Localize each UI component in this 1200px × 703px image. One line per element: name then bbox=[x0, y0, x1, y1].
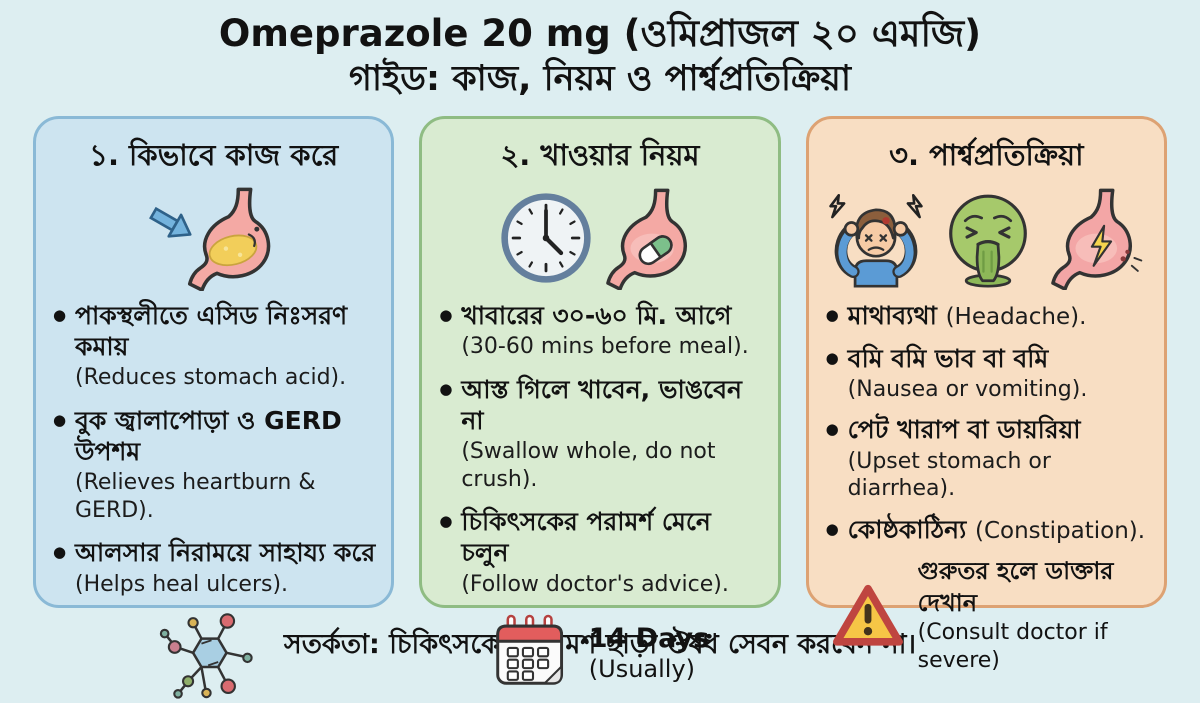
severe-warning: গুরুতর হলে ডাক্তার দেখান (Consult doctor… bbox=[824, 556, 1149, 676]
list-item: খাবারের ৩০-৬০ মি. আগে (30-60 mins before… bbox=[437, 300, 762, 361]
list-item: পেট খারাপ বা ডায়রিয়া (Upset stomach or… bbox=[824, 414, 1149, 502]
bullet-text-en: (Follow doctor's advice). bbox=[461, 571, 729, 597]
bullet-text-bn: পেট খারাপ বা ডায়রিয়া bbox=[847, 415, 1081, 445]
page-header: Omeprazole 20 mg (ওমিপ্রাজল ২০ এমজি) গাই… bbox=[0, 0, 1200, 102]
list-item: আলসার নিরাময়ে সাহায্য করে (Helps heal u… bbox=[51, 537, 376, 598]
bullet-text-bn: আস্ত গিলে খাবেন, ভাঙবেন না bbox=[461, 374, 742, 435]
dosage-rules-list: খাবারের ৩০-৬০ মি. আগে (30-60 mins before… bbox=[437, 300, 762, 598]
calendar-icon bbox=[491, 611, 575, 695]
list-item: চিকিৎসকের পরামর্শ মেনে চলুন (Follow doct… bbox=[437, 506, 762, 598]
panel-how-it-works-icons bbox=[51, 184, 376, 292]
bullet-text-bn: খাবারের ৩০-৬০ মি. আগে bbox=[461, 300, 732, 330]
stomach-pain-icon bbox=[1050, 186, 1146, 290]
bullet-text-bn: চিকিৎসকের পরামর্শ মেনে চলুন bbox=[461, 507, 711, 568]
bullet-text-en: (30-60 mins before meal). bbox=[461, 334, 749, 360]
headache-person-icon bbox=[826, 188, 926, 288]
duration-value: 14 Days bbox=[588, 622, 710, 654]
how-it-works-list: পাকস্থলীতে এসিড নিঃসরণ কমায় (Reduces st… bbox=[51, 300, 376, 598]
list-item: মাথাব্যথা (Headache). bbox=[824, 300, 1149, 332]
bullet-text-en: (Headache). bbox=[945, 303, 1087, 330]
side-effects-list: মাথাব্যথা (Headache). বমি বমি ভাব বা বমি… bbox=[824, 300, 1149, 546]
bullet-text-en: (Constipation). bbox=[974, 517, 1146, 544]
bullet-text-bn: কোষ্ঠকাঠিন্য bbox=[847, 514, 967, 544]
list-item: আস্ত গিলে খাবেন, ভাঙবেন না (Swallow whol… bbox=[437, 374, 762, 494]
bullet-text-en: (Helps heal ulcers). bbox=[75, 571, 289, 597]
molecule-icon bbox=[51, 611, 376, 703]
panel-dosage-rules-title: ২. খাওয়ার নিয়ম bbox=[500, 137, 700, 172]
bullet-text-en: (Upset stomach or diarrhea). bbox=[847, 448, 1051, 502]
warning-text-en: (Consult doctor if severe) bbox=[917, 619, 1108, 674]
bullet-text-en: (Swallow whole, do not crush). bbox=[461, 439, 716, 492]
bullet-text-bn: আলসার নিরাময়ে সাহায্য করে bbox=[75, 538, 376, 568]
panel-side-effects-icons bbox=[824, 184, 1149, 292]
bullet-text-bn: মাথাব্যথা bbox=[847, 300, 937, 330]
list-item: পাকস্থলীতে এসিড নিঃসরণ কমায় (Reduces st… bbox=[51, 300, 376, 392]
warning-text-bn: গুরুতর হলে ডাক্তার দেখান bbox=[917, 557, 1114, 617]
warning-triangle-icon bbox=[830, 581, 906, 651]
arrow-into-stomach-acid-icon bbox=[135, 185, 293, 291]
duration-note: (Usually) bbox=[588, 654, 696, 683]
bullet-text-en: (Nausea or vomiting). bbox=[847, 376, 1088, 402]
bullet-text-en: (Reduces stomach acid). bbox=[75, 365, 347, 391]
panel-container: ১. কিভাবে কাজ করে bbox=[33, 115, 1167, 699]
panel-side-effects: ৩. পার্শ্বপ্রতিক্রিয়া bbox=[805, 115, 1167, 673]
page-title: Omeprazole 20 mg (ওমিপ্রাজল ২০ এমজি) bbox=[218, 12, 982, 55]
clock-icon bbox=[499, 191, 593, 285]
bullet-text-bn: বমি বমি ভাব বা বমি bbox=[847, 343, 1049, 373]
nausea-vomit-face-icon bbox=[938, 188, 1038, 288]
list-item: বমি বমি ভাব বা বমি (Nausea or vomiting). bbox=[824, 343, 1149, 404]
bullet-text-bn: পাকস্থলীতে এসিড নিঃসরণ কমায় bbox=[75, 300, 348, 362]
panel-how-it-works: ১. কিভাবে কাজ করে bbox=[33, 115, 395, 699]
bullet-text-bn: বুক জ্বালাপোড়া ও GERD উপশম bbox=[75, 405, 342, 467]
list-item: বুক জ্বালাপোড়া ও GERD উপশম (Relieves he… bbox=[51, 405, 376, 525]
panel-dosage-rules-icons bbox=[437, 184, 762, 292]
panel-side-effects-title: ৩. পার্শ্বপ্রতিক্রিয়া bbox=[889, 137, 1084, 172]
bullet-text-en: (Relieves heartburn & GERD). bbox=[75, 470, 316, 523]
stomach-with-capsule-icon bbox=[605, 186, 701, 290]
caution-footer: সতর্কতা: চিকিৎসকের পরামর্শ ছাড়া ঔষধ সেব… bbox=[283, 628, 917, 660]
panel-how-it-works-title: ১. কিভাবে কাজ করে bbox=[89, 137, 339, 172]
list-item: কোষ্ঠকাঠিন্য (Constipation). bbox=[824, 514, 1149, 546]
treatment-duration: 14 Days (Usually) bbox=[437, 611, 762, 695]
panel-dosage-rules: ২. খাওয়ার নিয়ম bbox=[419, 115, 781, 685]
page-subtitle: গাইড: কাজ, নিয়ম ও পার্শ্বপ্রতিক্রিয়া bbox=[348, 59, 852, 100]
